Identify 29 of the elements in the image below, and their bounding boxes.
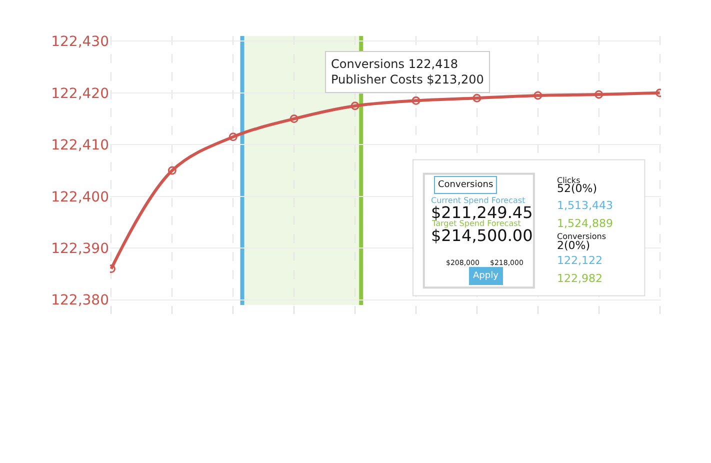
point bbox=[472, 94, 482, 102]
point bbox=[228, 132, 238, 142]
annotation: Conversions bbox=[557, 232, 606, 241]
annotation: Publisher Costs $213,200 bbox=[331, 72, 484, 87]
y-tick-label: 122,430 bbox=[51, 34, 109, 50]
annotation: Conversions bbox=[438, 180, 494, 190]
point bbox=[350, 102, 360, 110]
y-tick-label: 122,380 bbox=[51, 292, 109, 309]
y-tick-label: 122,420 bbox=[51, 86, 109, 102]
y-tick-label: 122,390 bbox=[51, 241, 109, 257]
point bbox=[168, 166, 176, 175]
y-tick-label: 122,410 bbox=[51, 138, 109, 154]
point bbox=[594, 90, 604, 99]
annotation: Target Spend Forecast bbox=[431, 219, 521, 228]
annotation: 52(0%) bbox=[557, 182, 598, 195]
annotation: Current Spend Forecast bbox=[431, 196, 526, 205]
y-tick-label: 122,400 bbox=[51, 189, 109, 206]
annotation: 122,122 bbox=[557, 254, 602, 267]
annotation: $211,249.45 bbox=[431, 203, 533, 222]
point bbox=[412, 96, 420, 105]
annotation: 122,982 bbox=[557, 272, 602, 285]
annotation: 1,513,443 bbox=[557, 199, 613, 212]
point bbox=[290, 114, 298, 124]
annotation: Clicks bbox=[557, 176, 580, 185]
annotation: 2(0%) bbox=[557, 239, 590, 252]
annotation: Apply bbox=[473, 271, 500, 281]
annotation: Conversions 122,418 bbox=[331, 57, 458, 71]
annotation: 1,524,889 bbox=[557, 217, 613, 230]
point bbox=[534, 91, 542, 100]
